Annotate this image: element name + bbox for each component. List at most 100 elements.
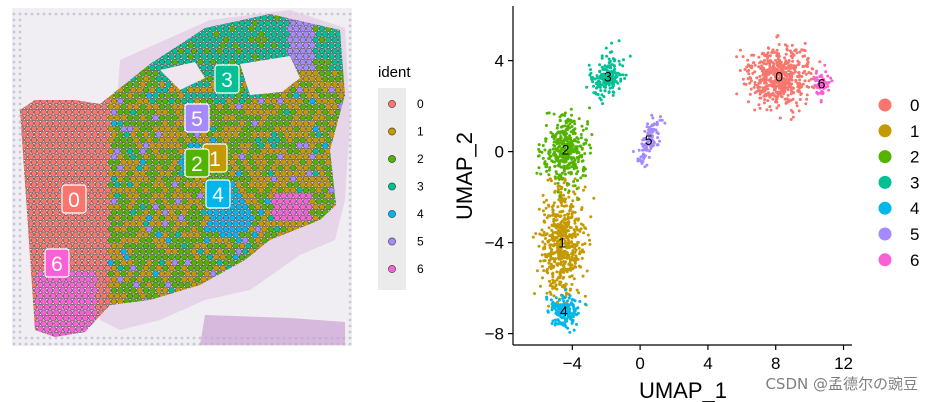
spatial-spot (187, 253, 194, 261)
spatial-spot (162, 131, 169, 138)
slide-dot (12, 282, 16, 286)
spatial-spot (91, 209, 98, 216)
spatial-spot (210, 214, 217, 222)
spatial-spot (21, 120, 28, 127)
spatial-spot (34, 220, 41, 227)
slide-dot (24, 342, 28, 346)
slide-dot (348, 42, 352, 46)
spatial-spot (299, 58, 306, 66)
spatial-spot (130, 209, 137, 216)
umap-point (766, 87, 770, 91)
spatial-spot (299, 81, 306, 88)
spatial-spot (242, 226, 249, 233)
spatial-spot (206, 209, 214, 216)
spatial-spot (75, 114, 82, 121)
umap-point (563, 188, 567, 191)
spatial-spot (136, 242, 143, 250)
spatial-spot (235, 58, 242, 66)
umap-point (585, 269, 589, 273)
umap-point (572, 180, 576, 183)
slide-dot (18, 216, 22, 220)
spatial-spot (264, 142, 271, 149)
spatial-spot (325, 92, 332, 99)
umap-point (762, 67, 766, 71)
slide-dot (348, 90, 352, 94)
umap-point (583, 294, 587, 298)
spatial-spot (30, 237, 38, 244)
spatial-spot (296, 120, 303, 127)
spatial-spot (43, 103, 50, 110)
spatial-spot (200, 242, 207, 250)
spatial-spot (91, 253, 98, 261)
spatial-spot (91, 164, 98, 172)
slide-dot (348, 240, 352, 244)
spatial-spot (53, 175, 60, 183)
spatial-spot (235, 248, 242, 255)
spatial-spot (152, 136, 159, 144)
umap-point (753, 91, 757, 95)
spatial-spot (309, 187, 316, 194)
spatial-spot (267, 226, 274, 233)
spatial-spot (219, 253, 226, 261)
spatial-spot (152, 181, 159, 188)
slide-dot (348, 78, 352, 82)
spatial-spot (293, 170, 300, 177)
spatial-spot (66, 320, 73, 327)
spatial-spot (290, 209, 297, 216)
spatial-spot (315, 209, 322, 216)
spatial-spot (104, 120, 111, 127)
spatial-spot (306, 36, 313, 43)
spatial-spot (258, 120, 265, 127)
spatial-spot (66, 242, 73, 250)
spatial-spot (235, 136, 242, 144)
umap-point (576, 179, 579, 182)
umap-point (553, 164, 557, 168)
spatial-spot (40, 242, 47, 250)
spatial-spot (152, 226, 159, 233)
spatial-spot (53, 320, 60, 327)
spatial-spot (181, 264, 188, 272)
spatial-spot (66, 109, 73, 116)
spatial-spot (24, 181, 31, 188)
spatial-spot (178, 270, 185, 277)
slide-dot (348, 222, 352, 226)
spatial-spot (296, 198, 303, 205)
spatial-spot (168, 109, 175, 116)
spatial-spot (235, 203, 242, 211)
spatial-spot (302, 53, 310, 60)
umap-point (555, 138, 559, 142)
slide-dot (18, 156, 22, 160)
umap-point (548, 214, 552, 218)
spatial-spot (53, 242, 60, 250)
spatial-spot (136, 220, 143, 227)
umap-point (774, 58, 778, 62)
spatial-spot (302, 153, 310, 160)
spatial-spot (104, 131, 111, 138)
spatial-spot (197, 226, 204, 233)
spatial-spot (315, 64, 322, 71)
spatial-spot (37, 114, 44, 121)
spatial-spot (34, 175, 41, 183)
spatial-spot (114, 237, 121, 244)
spatial-spot (293, 203, 300, 211)
spatial-spot (114, 170, 121, 177)
spatial-spot (299, 148, 306, 155)
slide-dot (12, 12, 16, 16)
spatial-spot (322, 53, 329, 60)
spatial-spot (130, 198, 137, 205)
umap-point (573, 122, 577, 126)
slide-dot (162, 12, 166, 16)
spatial-spot (232, 53, 239, 60)
spatial-spot (149, 131, 156, 138)
spatial-spot (315, 109, 322, 116)
spatial-spot (46, 187, 54, 194)
spatial-spot (107, 103, 114, 110)
slide-dot (12, 30, 16, 34)
spatial-spot (34, 153, 41, 160)
spatial-spot (142, 164, 150, 172)
spatial-spot (155, 142, 162, 149)
umap-point (551, 285, 555, 289)
spatial-spot (114, 292, 121, 300)
spatial-spot (325, 36, 332, 43)
spatial-spot (158, 181, 166, 188)
